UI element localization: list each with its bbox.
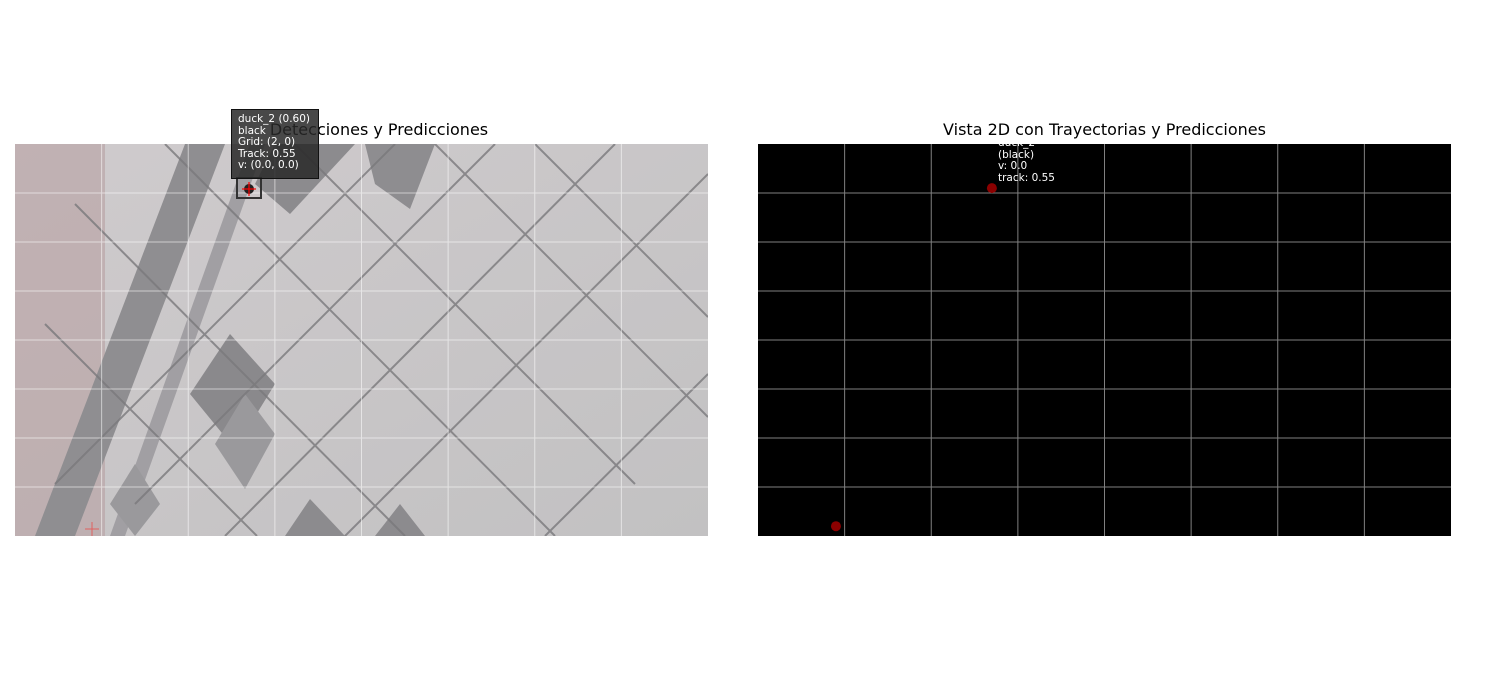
track-label: duck_2 (black) v: 0.0 track: 0.55	[998, 137, 1055, 184]
track-label-line: track: 0.55	[998, 171, 1055, 184]
track-label-line: duck_2	[998, 137, 1036, 149]
track-point	[986, 183, 997, 194]
track-label-line: v: 0.0	[998, 160, 1028, 172]
detection-label-line: Track: 0.55	[238, 147, 296, 160]
detection-label: duck_2 (0.60) black Grid: (2, 0) Track: …	[231, 109, 319, 179]
top-down-view-plot	[758, 144, 1451, 536]
detection-label-line: duck_2 (0.60)	[238, 113, 311, 125]
camera-frame-axes	[15, 144, 708, 536]
detection-label-line: black	[238, 124, 266, 137]
detection-label-line: v: (0.0, 0.0)	[238, 159, 299, 171]
left-chart-title: Detecciones y Predicciones	[269, 120, 489, 139]
track-label-line: (black)	[998, 148, 1035, 161]
detection-label-line: Grid: (2, 0)	[238, 136, 296, 148]
top-down-view-axes	[758, 144, 1451, 536]
right-chart-title: Vista 2D con Trayectorias y Predicciones	[943, 120, 1266, 139]
track-point	[830, 521, 841, 532]
camera-frame-image	[15, 144, 708, 536]
